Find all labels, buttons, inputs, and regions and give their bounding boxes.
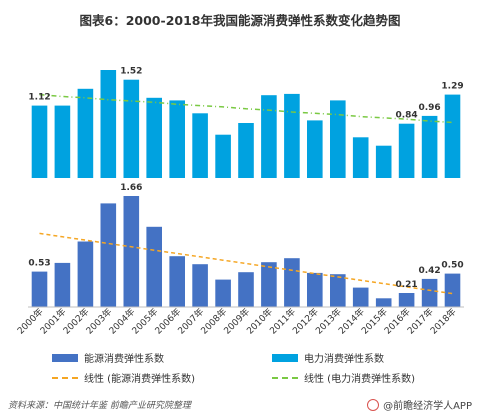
bar-electric-15: [375, 145, 392, 178]
trendline-electric: [39, 93, 453, 124]
chart-title: 图表6：2000-2018年我国能源消费弹性系数变化趋势图: [79, 13, 401, 28]
bar-energy-18: [444, 273, 461, 307]
legend-item-electric-trend: 线性 (电力消费弹性系数): [272, 370, 415, 385]
brand-text: @前瞻经济学人APP: [383, 401, 472, 412]
legend-item-electric: 电力消费弹性系数: [272, 350, 384, 365]
bar-energy-0: [31, 271, 48, 307]
bar-electric-8: [215, 134, 231, 178]
data-label-electric-4: 1.52: [120, 67, 142, 77]
legend-label-energy-trend: 线性 (能源消费弹性系数): [84, 374, 195, 385]
bar-electric-6: [169, 100, 185, 178]
bar-energy-10: [261, 262, 277, 307]
bar-electric-11: [284, 93, 300, 178]
bar-energy-6: [169, 256, 185, 307]
data-label-energy-0: 0.53: [28, 259, 50, 269]
bar-electric-5: [146, 97, 162, 178]
data-label-energy-17: 0.42: [418, 266, 440, 276]
data-label-electric-18: 1.29: [441, 82, 463, 92]
bar-electric-9: [238, 123, 254, 178]
bar-energy-9: [238, 272, 254, 307]
bar-electric-10: [261, 95, 277, 178]
bar-electric-16: [398, 123, 415, 178]
bar-electric-7: [192, 113, 208, 178]
brand-credit: @前瞻经济学人APP: [367, 397, 472, 412]
bar-electric-18: [444, 94, 461, 178]
legend-label-electric-trend: 线性 (电力消费弹性系数): [304, 374, 415, 385]
bar-energy-14: [352, 287, 369, 307]
bar-energy-13: [330, 274, 346, 307]
bar-energy-3: [100, 203, 117, 307]
data-label-energy-16: 0.21: [395, 280, 417, 290]
data-label-electric-16: 0.84: [395, 111, 417, 121]
bar-electric-3: [100, 70, 117, 178]
legend-swatch-electric: [272, 353, 298, 362]
bar-energy-7: [192, 264, 208, 307]
bar-electric-0: [31, 105, 48, 178]
bar-energy-16: [398, 293, 415, 307]
x-tick-label-18: 2018年: [428, 306, 459, 337]
data-label-electric-0: 1.12: [28, 93, 50, 103]
source-note: 资料来源：中国统计年鉴 前瞻产业研究院整理: [8, 401, 191, 411]
bar-energy-2: [77, 241, 94, 307]
bar-energy-17: [421, 278, 438, 307]
bar-electric-4: [123, 79, 140, 178]
bar-electric-13: [330, 100, 346, 178]
bar-electric-1: [54, 105, 71, 178]
legend-item-energy: 能源消费弹性系数: [52, 350, 164, 365]
bar-energy-12: [307, 272, 323, 307]
bar-energy-8: [215, 279, 231, 307]
bar-energy-5: [146, 226, 162, 307]
bar-electric-14: [352, 137, 369, 178]
chart-legend: 能源消费弹性系数 电力消费弹性系数 线性 (能源消费弹性系数) 线性 (电力消费…: [0, 346, 480, 386]
legend-dash-electric-trend: [272, 376, 298, 379]
legend-item-energy-trend: 线性 (能源消费弹性系数): [52, 370, 195, 385]
bar-electric-2: [77, 88, 94, 178]
bar-energy-11: [284, 258, 300, 307]
bar-electric-12: [307, 120, 323, 178]
legend-swatch-energy: [52, 353, 78, 362]
bar-energy-15: [375, 298, 392, 307]
bar-energy-4: [123, 196, 140, 307]
data-label-energy-18: 0.50: [441, 261, 463, 271]
data-label-electric-17: 0.96: [418, 103, 440, 113]
brand-logo-icon: [367, 398, 380, 411]
legend-label-energy: 能源消费弹性系数: [84, 354, 164, 365]
bar-energy-1: [54, 262, 71, 307]
legend-dash-energy-trend: [52, 376, 78, 379]
bar-electric-17: [421, 115, 438, 178]
chart-canvas: 1.12 1.52 0.840.96 1.29 0.53 1.66 0.210.420.50…: [15, 67, 464, 337]
data-label-energy-4: 1.66: [120, 183, 142, 193]
legend-label-electric: 电力消费弹性系数: [304, 354, 384, 365]
